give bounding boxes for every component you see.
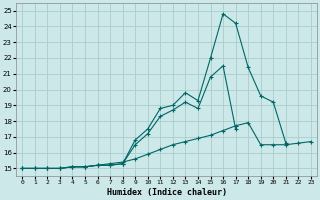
X-axis label: Humidex (Indice chaleur): Humidex (Indice chaleur) <box>107 188 227 197</box>
